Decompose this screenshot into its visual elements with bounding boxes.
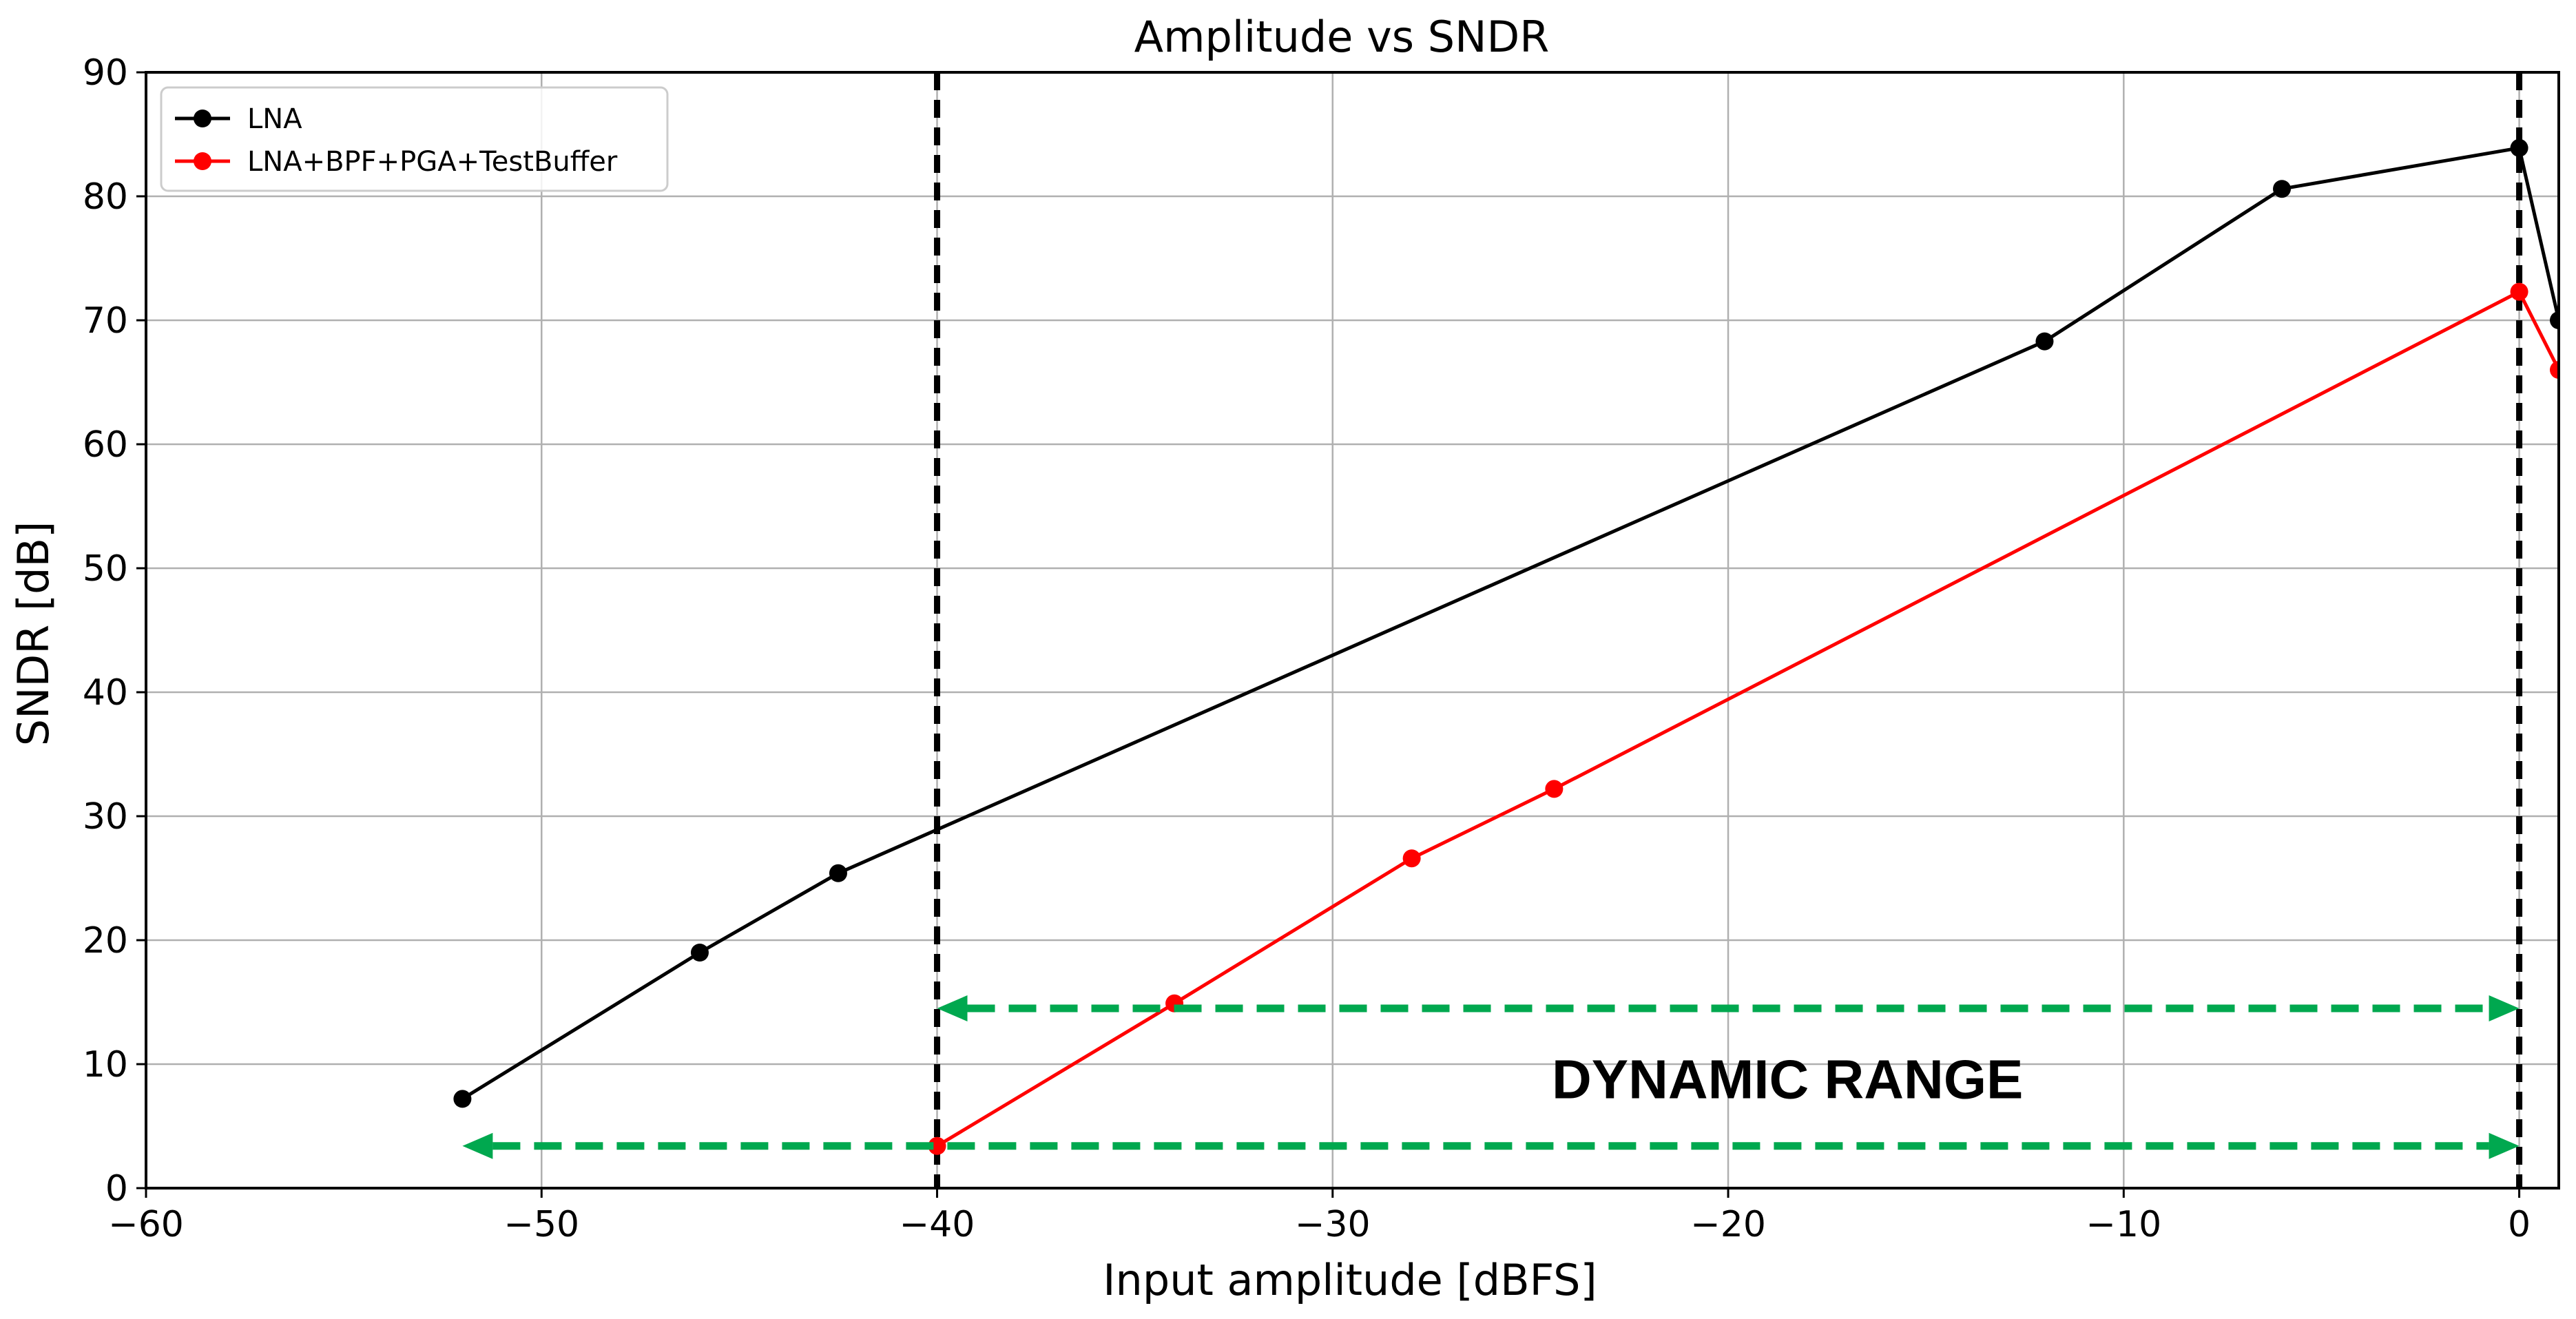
grid (145, 71, 2559, 1190)
y-tick-label-5: 50 (83, 548, 128, 590)
x-tick-label-5: −10 (2086, 1204, 2161, 1245)
series-0-point-2 (829, 864, 847, 882)
series-0-point-6 (2550, 311, 2559, 329)
series-0-point-4 (2273, 180, 2292, 198)
y-tick-label-7: 70 (83, 300, 128, 342)
series-0-point-0 (453, 1090, 472, 1108)
x-tick-label-0: −60 (108, 1204, 184, 1245)
series-0-point-5 (2510, 138, 2528, 157)
series-layer (453, 138, 2559, 1155)
series-line-1 (936, 290, 2559, 1147)
axis-ticks: −60 −50 −40 −30 −20 −10 0 0 10 20 30 40 50 60 70 80 90 (83, 52, 2531, 1245)
dynamic-range-arrow-0-head-left (937, 995, 968, 1021)
x-tick-label-6: 0 (2508, 1204, 2531, 1245)
y-tick-label-3: 30 (83, 796, 128, 838)
legend-box (160, 86, 669, 192)
series-1-point-2 (1402, 849, 1421, 868)
series-1-point-4 (2510, 282, 2528, 301)
dynamic-range-label: DYNAMIC RANGE (1552, 1049, 2023, 1110)
legend-label-0: LNA (247, 103, 302, 135)
legend-label-1: LNA+BPF+PGA+TestBuffer (247, 146, 618, 178)
series-1-point-0 (928, 1136, 946, 1155)
legend-marker-0 (194, 110, 211, 127)
legend: LNA LNA+BPF+PGA+TestBuffer (160, 86, 669, 192)
y-tick-label-6: 60 (83, 424, 128, 466)
annotations: DYNAMIC RANGE (462, 995, 2520, 1159)
series-0-point-3 (2035, 332, 2054, 351)
y-tick-label-8: 80 (83, 176, 128, 218)
x-tick-label-3: −30 (1295, 1204, 1371, 1245)
y-tick-label-1: 10 (83, 1044, 128, 1086)
x-axis-label: Input amplitude [dBFS] (1103, 1255, 1597, 1305)
legend-marker-1 (194, 152, 211, 170)
x-tick-label-2: −40 (900, 1204, 975, 1245)
dynamic-range-arrow-1-head-right (2489, 1132, 2520, 1159)
dynamic-range-arrow-1-head-left (462, 1132, 493, 1159)
series-1-point-5 (2550, 361, 2559, 379)
series-0-point-1 (690, 944, 709, 962)
chart-title: Amplitude vs SNDR (1134, 12, 1550, 62)
y-tick-label-2: 20 (83, 920, 128, 962)
plot-frame (145, 71, 2560, 1190)
dynamic-range-arrow-0-head-right (2489, 995, 2520, 1021)
x-tick-label-1: −50 (503, 1204, 579, 1245)
series-1-point-3 (1545, 780, 1564, 798)
y-tick-label-9: 90 (83, 52, 128, 94)
y-tick-label-4: 40 (83, 672, 128, 714)
series-line-0 (461, 146, 2559, 1101)
y-axis-label: SNDR [dB] (8, 521, 59, 747)
x-tick-label-4: −20 (1690, 1204, 1766, 1245)
reference-lines (934, 72, 2523, 1188)
y-tick-label-0: 0 (105, 1168, 128, 1209)
